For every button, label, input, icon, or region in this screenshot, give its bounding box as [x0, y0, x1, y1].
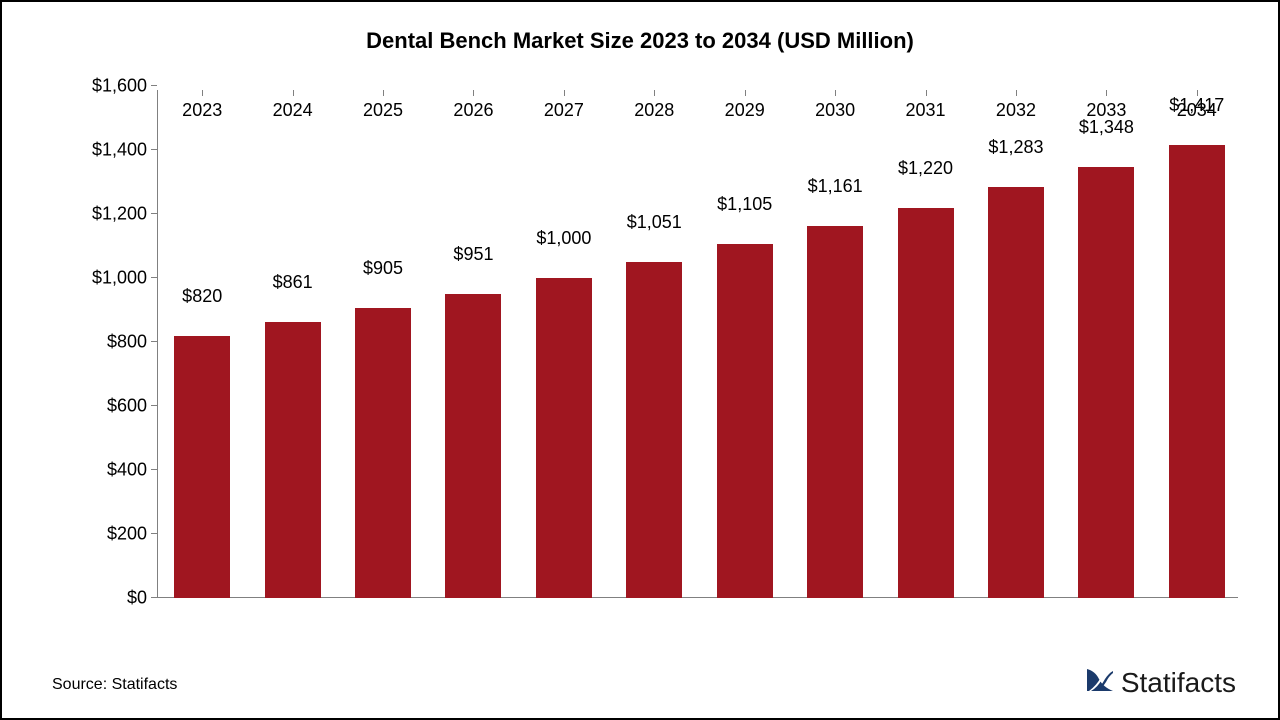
y-tick-mark — [151, 405, 157, 406]
y-tick-mark — [151, 597, 157, 598]
y-tick-label: $800 — [107, 332, 157, 353]
y-tick-label: $1,600 — [92, 76, 157, 97]
y-tick-label: $200 — [107, 524, 157, 545]
x-tick-label: 2024 — [273, 100, 313, 630]
y-tick-mark — [151, 469, 157, 470]
brand-logo: Statifacts — [1085, 665, 1236, 700]
x-tick-label: 2033 — [1086, 100, 1126, 630]
x-tick-mark — [745, 90, 746, 96]
x-tick-mark — [383, 90, 384, 96]
x-tick-label: 2023 — [182, 100, 222, 630]
x-tick-label: 2029 — [725, 100, 765, 630]
y-tick-label: $1,200 — [92, 204, 157, 225]
x-tick-label: 2028 — [634, 100, 674, 630]
x-tick-label: 2031 — [906, 100, 946, 630]
y-axis-line — [157, 90, 158, 598]
y-tick-mark — [151, 533, 157, 534]
brand-icon — [1085, 665, 1115, 700]
x-tick-label: 2032 — [996, 100, 1036, 630]
y-tick-label: $1,000 — [92, 268, 157, 289]
y-tick-label: $1,400 — [92, 140, 157, 161]
y-tick-label: $600 — [107, 396, 157, 417]
x-tick-mark — [1197, 90, 1198, 96]
x-tick-label: 2026 — [453, 100, 493, 630]
brand-text: Statifacts — [1121, 667, 1236, 699]
y-tick-mark — [151, 213, 157, 214]
x-tick-mark — [654, 90, 655, 96]
plot-area: $0$200$400$600$800$1,000$1,200$1,400$1,6… — [157, 90, 1238, 598]
chart-title: Dental Bench Market Size 2023 to 2034 (U… — [2, 28, 1278, 54]
x-tick-label: 2027 — [544, 100, 584, 630]
x-tick-mark — [564, 90, 565, 96]
source-label: Source: Statifacts — [52, 676, 177, 694]
y-tick-mark — [151, 341, 157, 342]
x-tick-label: 2030 — [815, 100, 855, 630]
y-tick-mark — [151, 85, 157, 86]
y-tick-label: $0 — [127, 588, 157, 609]
y-tick-mark — [151, 149, 157, 150]
x-tick-mark — [473, 90, 474, 96]
x-tick-mark — [835, 90, 836, 96]
x-tick-mark — [293, 90, 294, 96]
x-tick-mark — [926, 90, 927, 96]
x-tick-mark — [1016, 90, 1017, 96]
y-tick-label: $400 — [107, 460, 157, 481]
x-tick-mark — [202, 90, 203, 96]
x-tick-label: 2034 — [1177, 100, 1217, 630]
x-tick-label: 2025 — [363, 100, 403, 630]
x-tick-mark — [1106, 90, 1107, 96]
chart-frame: Dental Bench Market Size 2023 to 2034 (U… — [0, 0, 1280, 720]
y-tick-mark — [151, 277, 157, 278]
